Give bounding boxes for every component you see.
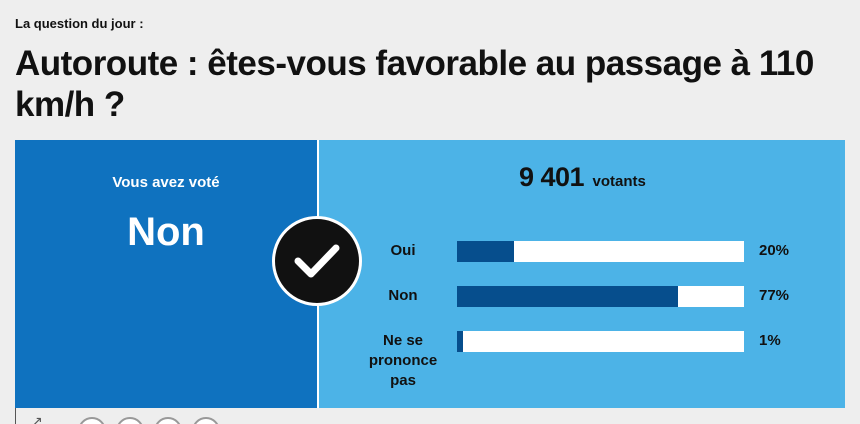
result-label: Oui [390,242,416,259]
result-bar-fill [457,331,463,352]
result-bar-track [457,286,744,307]
your-vote-value: Non [127,210,205,254]
result-label: Non [388,287,418,304]
share-button[interactable] [78,417,106,424]
poll-kicker: La question du jour : [15,16,144,31]
result-bar-fill [457,241,515,262]
share-button[interactable] [192,417,220,424]
poll-widget: Vous avez voté Non 9 401 votants Oui 20%… [15,140,845,408]
result-percent: 77% [759,287,790,304]
result-bar-track [457,241,744,262]
your-vote-panel: Vous avez voté Non [15,140,317,408]
share-bar: ↗ [15,408,845,424]
share-icon[interactable]: ↗ [31,413,43,424]
your-vote-label: Vous avez voté [112,174,220,191]
share-button[interactable] [116,417,144,424]
share-button[interactable] [154,417,182,424]
share-bar-edge [15,408,16,424]
voted-check-badge [272,216,362,306]
voters-total: 9 401 votants [519,162,646,193]
result-percent: 20% [759,242,790,259]
results-panel: 9 401 votants [319,140,845,408]
result-percent: 1% [759,332,781,349]
check-icon [294,244,340,278]
poll-question: Autoroute : êtes-vous favorable au passa… [15,44,814,124]
voters-count: 9 401 [519,162,585,192]
result-bar-track [457,331,744,352]
result-bar-fill [457,286,678,307]
voters-label: votants [592,173,646,190]
result-label: Ne se prononce pas [368,332,438,389]
